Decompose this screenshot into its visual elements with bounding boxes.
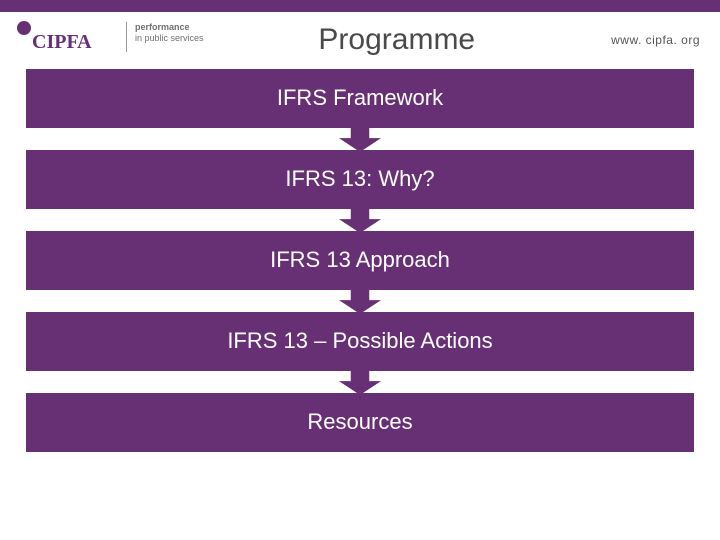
flow-step: IFRS 13: Why? xyxy=(26,150,694,212)
down-arrow-icon xyxy=(26,371,694,395)
cipfa-logo-icon: CIPFA xyxy=(14,20,118,59)
page-title: Programme xyxy=(204,23,590,57)
programme-flow: IFRS Framework IFRS 13: Why? IFRS 13 Appro… xyxy=(0,63,720,465)
logo-tagline: performance in public services xyxy=(135,22,204,45)
site-url: www. cipfa. org xyxy=(590,33,700,47)
down-arrow-icon xyxy=(26,290,694,314)
tagline-line2: in public services xyxy=(135,33,204,44)
logo-block: CIPFA performance in public services xyxy=(14,20,204,59)
down-arrow-icon xyxy=(26,128,694,152)
flow-step: IFRS 13 Approach xyxy=(26,231,694,293)
svg-text:CIPFA: CIPFA xyxy=(32,31,92,53)
down-arrow-icon xyxy=(26,209,694,233)
logo-divider xyxy=(126,22,127,52)
flow-step: IFRS Framework xyxy=(26,69,694,131)
title-wrap: Programme xyxy=(204,23,590,57)
flow-step: Resources xyxy=(26,393,694,455)
flow-step: IFRS 13 – Possible Actions xyxy=(26,312,694,374)
header: CIPFA performance in public services Pro… xyxy=(0,12,720,63)
top-accent-bar xyxy=(0,0,720,12)
tagline-line1: performance xyxy=(135,22,204,33)
